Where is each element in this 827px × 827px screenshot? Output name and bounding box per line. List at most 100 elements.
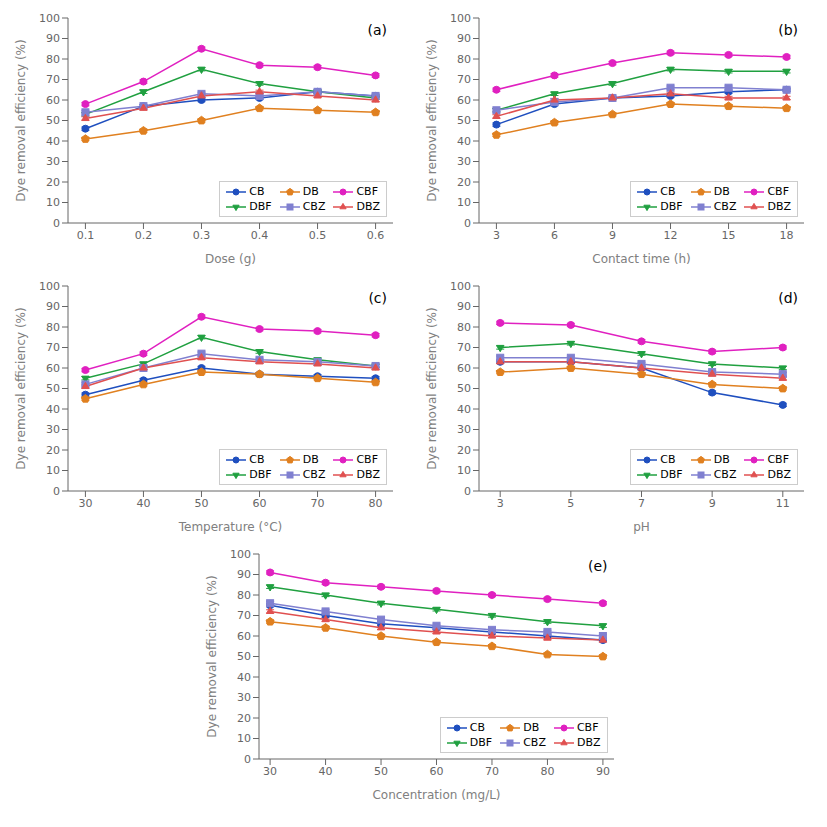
svg-text:18: 18 [780, 229, 794, 242]
svg-text:40: 40 [46, 135, 60, 148]
svg-text:20: 20 [457, 176, 471, 189]
svg-text:80: 80 [540, 765, 554, 778]
svg-text:Dye removal efficiency (%): Dye removal efficiency (%) [425, 307, 439, 469]
svg-text:60: 60 [253, 497, 267, 510]
svg-text:100: 100 [39, 280, 60, 293]
svg-text:30: 30 [457, 423, 471, 436]
svg-text:90: 90 [595, 765, 609, 778]
svg-text:20: 20 [46, 176, 60, 189]
svg-text:80: 80 [457, 53, 471, 66]
svg-text:40: 40 [318, 765, 332, 778]
svg-text:100: 100 [39, 12, 60, 25]
svg-text:80: 80 [457, 321, 471, 334]
svg-text:11: 11 [776, 497, 790, 510]
svg-text:30: 30 [46, 155, 60, 168]
svg-text:60: 60 [237, 630, 251, 643]
svg-text:60: 60 [429, 765, 443, 778]
svg-text:90: 90 [237, 568, 251, 581]
svg-text:Dye removal efficiency (%): Dye removal efficiency (%) [14, 307, 28, 469]
svg-text:30: 30 [237, 691, 251, 704]
svg-text:90: 90 [457, 300, 471, 313]
svg-text:0.5: 0.5 [309, 229, 327, 242]
svg-text:Temperature (°C): Temperature (°C) [178, 520, 283, 534]
svg-text:50: 50 [46, 114, 60, 127]
svg-text:50: 50 [194, 497, 208, 510]
svg-text:90: 90 [46, 32, 60, 45]
svg-text:80: 80 [46, 321, 60, 334]
svg-text:40: 40 [136, 497, 150, 510]
svg-text:80: 80 [369, 497, 383, 510]
html-text:(a): (a) [367, 22, 387, 38]
svg-text:70: 70 [46, 341, 60, 354]
svg-text:10: 10 [46, 464, 60, 477]
svg-text:9: 9 [709, 497, 716, 510]
html-text:(c): (c) [368, 290, 387, 306]
svg-text:80: 80 [46, 53, 60, 66]
svg-text:6: 6 [551, 229, 558, 242]
svg-text:10: 10 [457, 196, 471, 209]
svg-text:30: 30 [263, 765, 277, 778]
svg-text:70: 70 [311, 497, 325, 510]
svg-text:50: 50 [457, 114, 471, 127]
svg-text:Contact time (h): Contact time (h) [592, 252, 690, 266]
svg-text:20: 20 [46, 444, 60, 457]
svg-text:60: 60 [46, 362, 60, 375]
svg-text:Dye removal efficiency (%): Dye removal efficiency (%) [205, 575, 219, 737]
svg-text:0: 0 [53, 485, 60, 498]
svg-text:Dose (g): Dose (g) [205, 252, 256, 266]
svg-text:10: 10 [237, 732, 251, 745]
svg-text:60: 60 [457, 362, 471, 375]
svg-text:5: 5 [567, 497, 574, 510]
svg-text:0.2: 0.2 [135, 229, 153, 242]
svg-text:40: 40 [457, 403, 471, 416]
svg-text:70: 70 [457, 73, 471, 86]
svg-text:0.1: 0.1 [77, 229, 95, 242]
svg-text:10: 10 [46, 196, 60, 209]
svg-text:15: 15 [722, 229, 736, 242]
svg-text:100: 100 [450, 12, 471, 25]
svg-text:70: 70 [237, 609, 251, 622]
svg-text:0: 0 [464, 485, 471, 498]
svg-text:3: 3 [497, 497, 504, 510]
svg-text:7: 7 [638, 497, 645, 510]
svg-text:40: 40 [457, 135, 471, 148]
svg-text:50: 50 [457, 382, 471, 395]
svg-text:Dye removal efficiency (%): Dye removal efficiency (%) [425, 39, 439, 201]
svg-text:30: 30 [78, 497, 92, 510]
svg-text:50: 50 [46, 382, 60, 395]
svg-text:100: 100 [450, 280, 471, 293]
svg-text:0: 0 [53, 217, 60, 230]
svg-text:80: 80 [237, 589, 251, 602]
svg-text:100: 100 [230, 548, 251, 561]
svg-text:0.4: 0.4 [251, 229, 269, 242]
svg-text:0.6: 0.6 [367, 229, 385, 242]
svg-text:12: 12 [664, 229, 678, 242]
svg-text:70: 70 [457, 341, 471, 354]
svg-text:0: 0 [244, 753, 251, 766]
svg-text:70: 70 [46, 73, 60, 86]
svg-text:Dye removal efficiency (%): Dye removal efficiency (%) [14, 39, 28, 201]
html-text:(e): (e) [588, 558, 608, 574]
svg-text:90: 90 [457, 32, 471, 45]
svg-text:60: 60 [46, 94, 60, 107]
svg-text:40: 40 [46, 403, 60, 416]
svg-text:Concentration (mg/L): Concentration (mg/L) [372, 788, 500, 802]
html-text:(d): (d) [778, 290, 798, 306]
svg-text:20: 20 [457, 444, 471, 457]
svg-text:50: 50 [374, 765, 388, 778]
svg-text:0.3: 0.3 [193, 229, 211, 242]
svg-text:pH: pH [633, 520, 650, 534]
svg-text:3: 3 [493, 229, 500, 242]
svg-text:60: 60 [457, 94, 471, 107]
svg-text:30: 30 [457, 155, 471, 168]
svg-text:9: 9 [609, 229, 616, 242]
svg-text:50: 50 [237, 650, 251, 663]
svg-text:20: 20 [237, 712, 251, 725]
svg-text:0: 0 [464, 217, 471, 230]
svg-text:70: 70 [484, 765, 498, 778]
svg-text:10: 10 [457, 464, 471, 477]
svg-text:40: 40 [237, 671, 251, 684]
svg-text:90: 90 [46, 300, 60, 313]
svg-text:30: 30 [46, 423, 60, 436]
html-text:(b): (b) [778, 22, 798, 38]
